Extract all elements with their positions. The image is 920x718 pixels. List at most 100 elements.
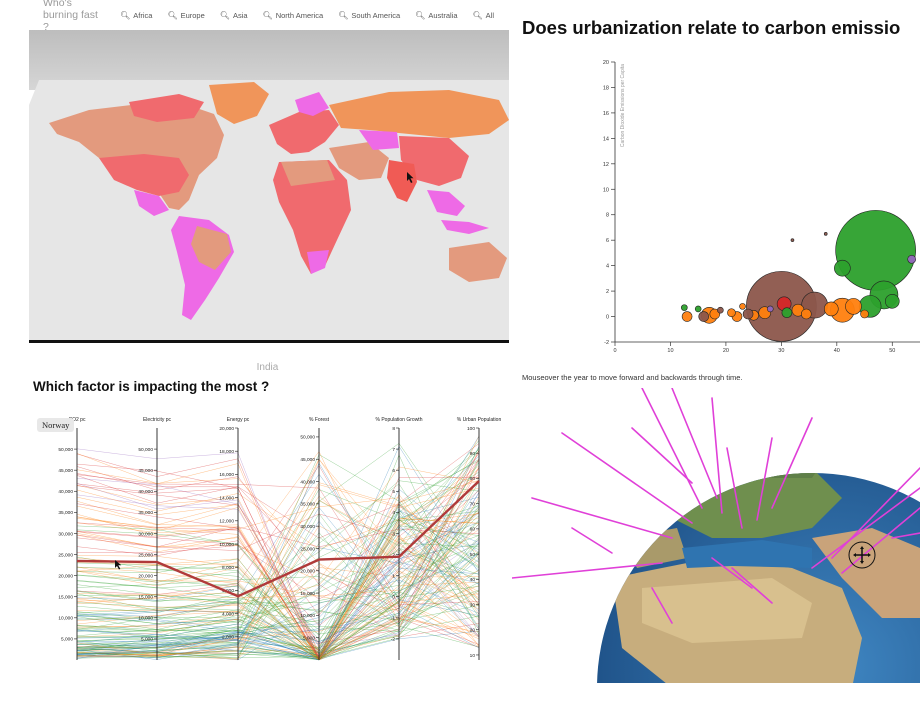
region-australia-button[interactable]: 🔍︎ Australia (415, 10, 458, 20)
country-line (76, 526, 480, 548)
country-line (76, 489, 480, 605)
spike-line (756, 437, 773, 521)
country-line (76, 518, 480, 660)
pc-axis-title: % Forest (309, 417, 330, 423)
pc-tick-label: 40,000 (138, 489, 153, 495)
world-map[interactable] (29, 30, 509, 340)
country-line (76, 552, 480, 660)
country-line (76, 453, 480, 660)
region-shape-southeast-asia[interactable] (427, 190, 465, 216)
region-shape-canada-north[interactable] (129, 94, 204, 122)
country-line (76, 436, 480, 655)
region-shape-south-africa[interactable] (307, 250, 329, 274)
country-line (76, 537, 480, 651)
pc-tick-label: 90 (470, 451, 476, 457)
region-shape-india[interactable] (387, 160, 417, 202)
country-line (76, 618, 480, 659)
bubble-point (907, 254, 916, 264)
country-line (76, 524, 480, 661)
region-shape-indonesia[interactable] (441, 220, 489, 234)
country-line (76, 450, 480, 644)
country-line (76, 435, 480, 608)
country-line (76, 450, 480, 641)
country-line (76, 590, 480, 659)
region-shape-africa[interactable] (273, 160, 351, 274)
pc-tick-label: 8 (392, 426, 395, 432)
spike-line (571, 527, 613, 554)
pc-tick-label: 10,000 (300, 613, 315, 619)
spike-line (811, 487, 920, 569)
region-north-america-button[interactable]: 🔍︎ North America (262, 10, 324, 20)
globe-panel[interactable] (512, 388, 920, 683)
spike-line (641, 388, 703, 509)
country-line (76, 459, 480, 642)
bubble-point (694, 305, 702, 313)
globe-mediterranean (682, 540, 812, 568)
pc-tick-label: 35,000 (58, 510, 73, 516)
region-shape-usa[interactable] (99, 154, 189, 196)
search-icon: 🔍︎ (415, 10, 426, 20)
x-tick-label: 10 (667, 348, 673, 352)
pc-axis-title: Electricity pc (143, 417, 172, 423)
bubble-point (739, 303, 746, 310)
bubble-point (790, 238, 795, 242)
globe[interactable] (512, 388, 920, 683)
pc-tick-label: 45,000 (300, 457, 315, 463)
region-shape-north-africa[interactable] (281, 160, 335, 186)
y-axis-label: Carbon Dioxide Emissions per Capita (620, 64, 626, 147)
pc-tick-label: 2,000 (222, 635, 234, 641)
country-line (76, 591, 480, 618)
pc-tick-label: 15,000 (300, 591, 315, 597)
country-line (76, 446, 480, 651)
region-shape-brazil[interactable] (191, 226, 231, 270)
spike-line (631, 427, 693, 484)
region-shape-central-asia[interactable] (359, 130, 399, 150)
country-line (76, 473, 480, 618)
cursor-arrow-icon (407, 172, 414, 183)
country-line (76, 474, 480, 551)
pc-tick-label: 5,000 (61, 637, 73, 643)
country-line (76, 466, 480, 661)
region-shape-greenland[interactable] (209, 82, 269, 124)
x-tick-label: 20 (723, 348, 729, 352)
bubble-chart[interactable]: -2 0 2 4 6 8 10 12 14 16 18 20 0 10 20 30 40 50 Carbon Dio… (590, 52, 920, 352)
spike-line (731, 567, 773, 604)
y-tick-label: 16 (603, 111, 609, 117)
bubble-point (766, 305, 774, 313)
region-shape-china[interactable] (399, 136, 469, 186)
pc-tick-label: 30,000 (138, 531, 153, 537)
bubble-point (681, 304, 688, 311)
pc-tick-label: 70 (470, 501, 476, 507)
pc-tick-label: 80 (470, 476, 476, 482)
spike-line (512, 562, 663, 579)
region-south-america-button[interactable]: 🔍︎ South America (338, 10, 401, 20)
region-shape-middle-east[interactable] (329, 142, 389, 180)
pc-axis-title: CO2 pc (69, 417, 86, 423)
pc-tick-label: 25,000 (58, 552, 73, 558)
x-tick-label: 0 (613, 348, 616, 352)
region-all-button[interactable]: 🔍︎ All (472, 10, 495, 20)
pc-tick-label: 7 (392, 447, 395, 453)
region-shape-europe[interactable] (269, 110, 339, 154)
region-europe-button[interactable]: 🔍︎ Europe (167, 10, 205, 20)
bubble-chart-caption: Mouseover the year to move forward and b… (522, 373, 743, 382)
region-shape-australia[interactable] (449, 242, 507, 282)
parallel-coordinates-chart[interactable]: CO2 pc5,00010,00015,00020,00025,00030,00… (30, 410, 510, 670)
pc-tick-label: 14,000 (219, 495, 234, 501)
region-africa-button[interactable]: 🔍︎ Africa (120, 10, 153, 20)
country-line (76, 466, 480, 581)
region-shape-mexico[interactable] (134, 190, 169, 216)
country-line (76, 521, 480, 603)
country-line (76, 483, 480, 660)
move-icon (848, 541, 876, 569)
y-tick-label: 8 (606, 213, 609, 219)
globe-land-scandinavia (752, 473, 832, 478)
spike-line (711, 397, 723, 514)
country-line (76, 458, 480, 628)
region-asia-button[interactable]: 🔍︎ Asia (219, 10, 248, 20)
pc-tick-label: 5,000 (141, 637, 153, 643)
bubble-point (801, 308, 812, 320)
region-shape-russia[interactable] (329, 90, 509, 138)
y-tick-label: 14 (603, 136, 609, 142)
region-shape-scandinavia[interactable] (295, 92, 329, 116)
